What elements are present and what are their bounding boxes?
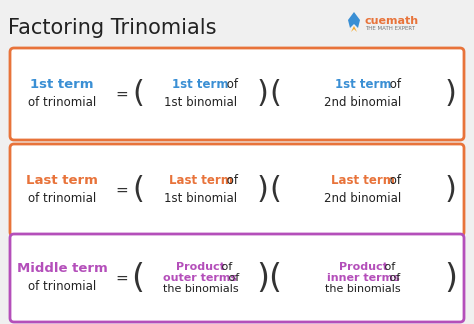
Text: 1st binomial: 1st binomial	[164, 192, 237, 205]
Text: Product: Product	[176, 262, 225, 272]
Text: of: of	[386, 175, 401, 188]
Text: Middle term: Middle term	[17, 262, 108, 275]
Text: ): )	[445, 79, 457, 109]
Text: 1st term: 1st term	[335, 78, 391, 91]
Polygon shape	[351, 26, 357, 32]
Text: of: of	[226, 273, 240, 283]
Text: ): )	[257, 79, 269, 109]
Text: 2nd binomial: 2nd binomial	[324, 192, 401, 205]
Text: (: (	[132, 176, 144, 204]
Text: 1st term: 1st term	[30, 78, 94, 91]
FancyBboxPatch shape	[10, 48, 464, 140]
Text: =: =	[116, 87, 128, 101]
Text: of trinomial: of trinomial	[28, 97, 96, 110]
Polygon shape	[348, 12, 360, 28]
Text: 1st term: 1st term	[172, 78, 229, 91]
Text: =: =	[116, 271, 128, 285]
Text: the binomials: the binomials	[163, 284, 238, 294]
Text: cuemath: cuemath	[365, 16, 419, 26]
Text: Factoring Trinomials: Factoring Trinomials	[8, 18, 217, 38]
Text: of: of	[219, 262, 233, 272]
Text: Last term: Last term	[169, 175, 232, 188]
Text: (: (	[132, 79, 144, 109]
Text: of: of	[386, 273, 400, 283]
Text: ): )	[257, 176, 269, 204]
Text: Last term: Last term	[331, 175, 395, 188]
Text: ): )	[445, 176, 457, 204]
Text: ): )	[445, 261, 457, 295]
Text: ): )	[256, 261, 270, 295]
Text: of: of	[224, 78, 238, 91]
Text: of trinomial: of trinomial	[28, 192, 96, 205]
Text: =: =	[116, 182, 128, 198]
Text: inner terms: inner terms	[327, 273, 400, 283]
Text: Product: Product	[338, 262, 387, 272]
Text: Last term: Last term	[26, 175, 98, 188]
Text: of: of	[386, 78, 401, 91]
Text: of trinomial: of trinomial	[28, 281, 96, 294]
Text: (: (	[131, 261, 145, 295]
Text: outer terms: outer terms	[164, 273, 237, 283]
Text: of: of	[381, 262, 395, 272]
Text: 2nd binomial: 2nd binomial	[324, 97, 401, 110]
FancyBboxPatch shape	[10, 234, 464, 322]
Text: of: of	[224, 175, 238, 188]
Text: THE MATH EXPERT: THE MATH EXPERT	[365, 26, 415, 31]
Text: 1st binomial: 1st binomial	[164, 97, 237, 110]
FancyBboxPatch shape	[10, 144, 464, 236]
Text: (: (	[269, 79, 281, 109]
Text: the binomials: the binomials	[325, 284, 401, 294]
Text: (: (	[269, 176, 281, 204]
Text: (: (	[268, 261, 282, 295]
